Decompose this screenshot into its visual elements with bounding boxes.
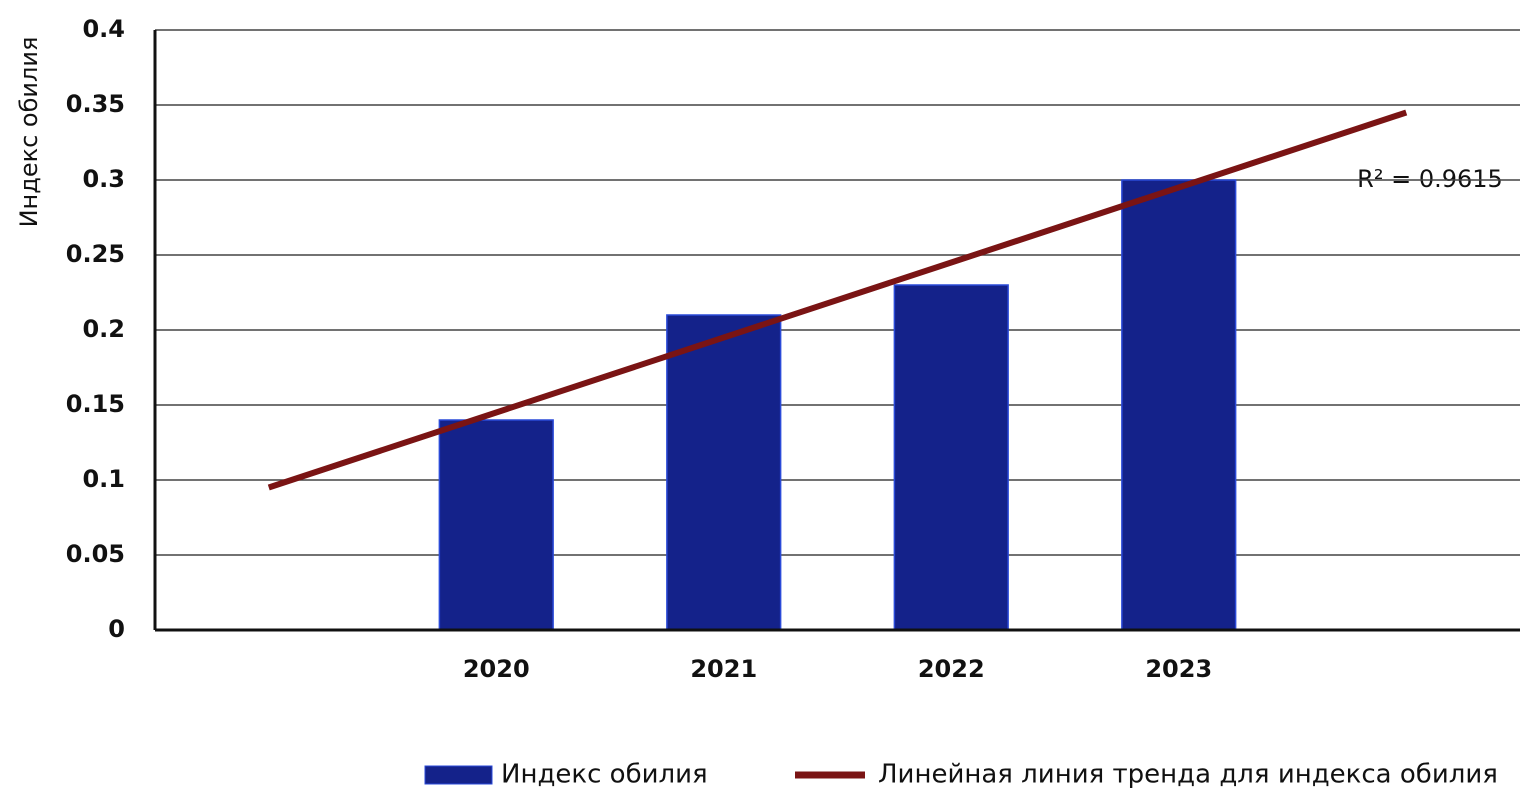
bar	[1121, 179, 1237, 631]
bar	[438, 419, 554, 631]
bar	[893, 284, 1009, 631]
legend-label: Линейная линия тренда для индекса обилия	[878, 760, 1498, 790]
x-tick-label: 2022	[918, 655, 985, 683]
y-tick-label: 0.25	[66, 240, 125, 268]
x-tick-label: 2020	[463, 655, 530, 683]
bar	[666, 314, 782, 631]
y-tick-label: 0.05	[66, 540, 125, 568]
y-tick-label: 0	[108, 615, 125, 643]
trend-line	[267, 109, 1408, 491]
x-tick-label: 2021	[690, 655, 757, 683]
annotation: R² = 0.9615	[1357, 165, 1503, 193]
y-tick-label: 0.4	[82, 15, 125, 43]
y-tick-label: 0.35	[66, 90, 125, 118]
y-tick-label: 0.1	[82, 465, 125, 493]
x-tick-label: 2023	[1145, 655, 1212, 683]
y-tick-label: 0.2	[82, 315, 125, 343]
legend-swatch	[424, 765, 493, 785]
y-tick-label: 0.3	[82, 165, 125, 193]
y-tick-label: 0.15	[66, 390, 125, 418]
y-axis-label: Индекс обилия	[15, 37, 43, 228]
legend-label: Индекс обилия	[501, 760, 708, 790]
